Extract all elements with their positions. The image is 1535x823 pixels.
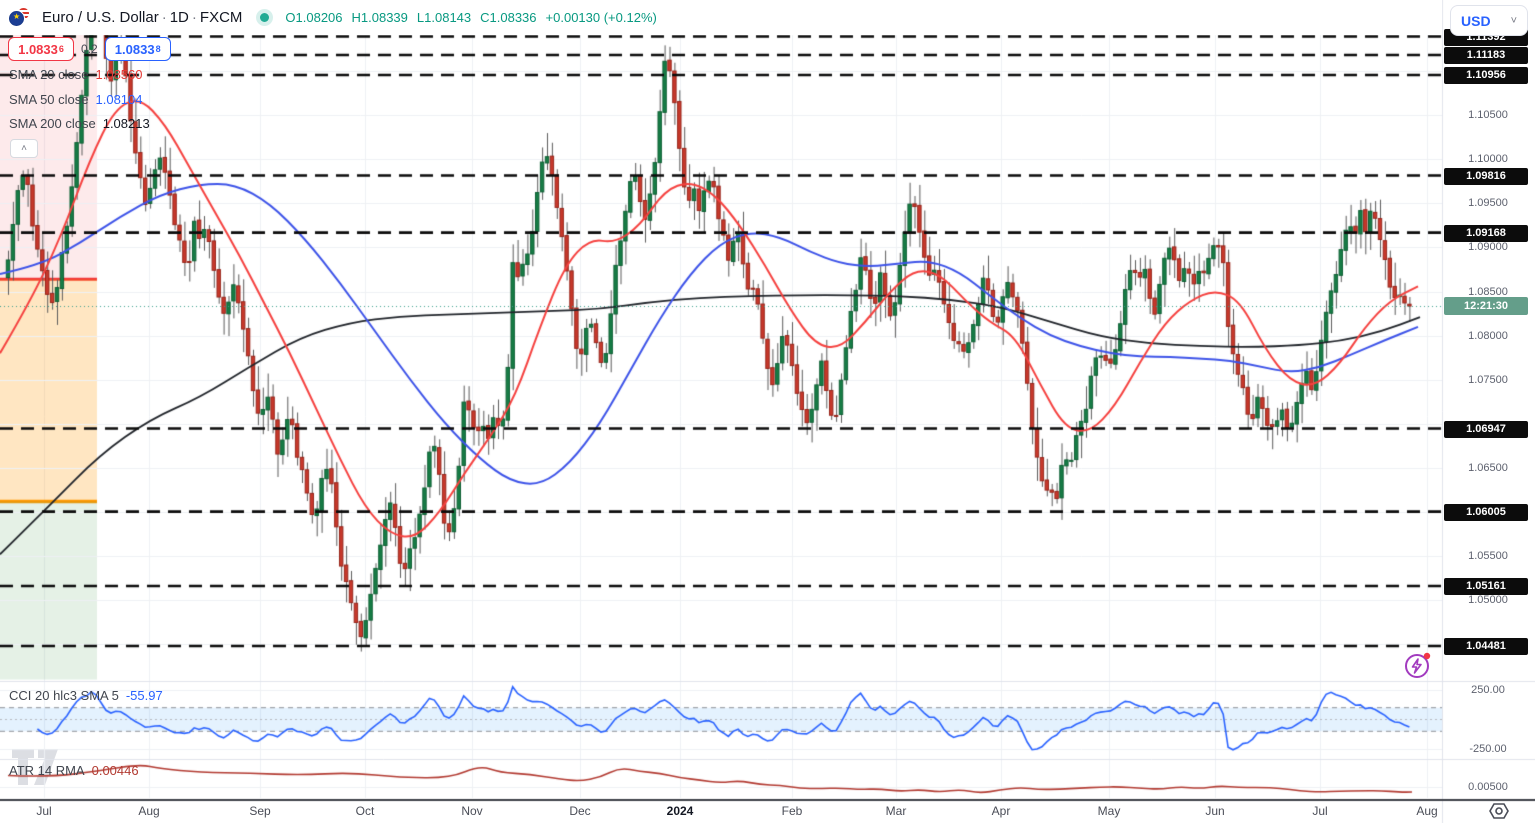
price-tick-label: 1.05000 bbox=[1468, 594, 1508, 606]
notification-dot-icon bbox=[1423, 652, 1431, 660]
level-price-label: 1.09168 bbox=[1444, 225, 1528, 242]
exchange-label: FXCM bbox=[199, 9, 243, 26]
level-price-label: 1.09816 bbox=[1444, 168, 1528, 185]
chevron-down-icon: ˅ bbox=[1510, 14, 1517, 27]
price-tick-label: 1.07500 bbox=[1468, 374, 1508, 386]
month-label: Feb bbox=[781, 804, 803, 818]
cci-tick-label: -250.00 bbox=[1469, 743, 1507, 755]
eurusd-flag-icon bbox=[8, 6, 32, 29]
price-tick-label: 1.09500 bbox=[1468, 197, 1508, 209]
currency-dropdown[interactable]: USD ˅ bbox=[1450, 5, 1528, 36]
level-price-label: 1.05161 bbox=[1444, 578, 1528, 595]
price-tick-label: 1.08000 bbox=[1468, 330, 1508, 342]
sma20-value: 1.08560 bbox=[95, 67, 143, 82]
price-tick-label: 1.08500 bbox=[1468, 286, 1508, 298]
ask-price-box[interactable]: 1.0833 8 bbox=[104, 37, 171, 61]
price-tick-label: 1.09000 bbox=[1468, 241, 1508, 253]
level-price-label: 1.06947 bbox=[1444, 421, 1528, 438]
atr-tick-label: 0.00500 bbox=[1468, 781, 1508, 793]
level-price-label: 1.04481 bbox=[1444, 638, 1528, 655]
level-price-label: 1.10956 bbox=[1444, 67, 1528, 84]
bid-price-box[interactable]: 1.0833 6 bbox=[8, 37, 74, 61]
sma200-legend[interactable]: SMA 200 close 1.08213 bbox=[9, 116, 150, 131]
spread-value: 0.2 bbox=[81, 42, 98, 56]
open-value: O1.08206 bbox=[285, 10, 343, 25]
month-label: Aug bbox=[138, 804, 160, 818]
countdown-label: 12:21:30 bbox=[1444, 297, 1528, 315]
high-value: H1.08339 bbox=[351, 10, 408, 25]
atr-value: 0.00446 bbox=[91, 763, 139, 778]
low-value: L1.08143 bbox=[416, 10, 472, 25]
price-tick-label: 1.10500 bbox=[1468, 109, 1508, 121]
level-price-label: 1.11183 bbox=[1444, 47, 1528, 64]
month-label: Nov bbox=[461, 804, 483, 818]
symbol-toolbar[interactable]: Euro / U.S. Dollar·1D·FXCM O1.08206 H1.0… bbox=[0, 0, 1442, 35]
sma50-value: 1.08104 bbox=[95, 92, 143, 107]
close-value: C1.08336 bbox=[480, 10, 537, 25]
market-open-dot-icon bbox=[260, 13, 270, 22]
collapse-legend-button[interactable]: ˄ bbox=[10, 139, 38, 158]
cci-legend[interactable]: CCI 20 hlc3 SMA 5 -55.97 bbox=[9, 688, 163, 703]
boost-lightning-button[interactable] bbox=[1403, 650, 1433, 680]
price-tick-label: 1.10000 bbox=[1468, 153, 1508, 165]
sma20-legend[interactable]: SMA 20 close 1.08560 bbox=[9, 67, 143, 82]
change-value: +0.00130 (+0.12%) bbox=[545, 10, 657, 25]
month-label: Sep bbox=[249, 804, 271, 818]
month-label: Apr bbox=[991, 804, 1011, 818]
cci-value: -55.97 bbox=[125, 688, 163, 703]
month-label: Dec bbox=[569, 804, 591, 818]
month-label: 2024 bbox=[666, 804, 694, 818]
ohlc-readout: O1.08206 H1.08339 L1.08143 C1.08336 +0.0… bbox=[285, 10, 656, 25]
symbol-title[interactable]: Euro / U.S. Dollar · 1D · FXCM bbox=[42, 9, 243, 26]
month-label: Mar bbox=[885, 804, 907, 818]
month-label: Aug bbox=[1416, 804, 1438, 818]
month-label: Jul bbox=[36, 804, 52, 818]
month-label: May bbox=[1097, 804, 1121, 818]
sma50-legend[interactable]: SMA 50 close 1.08104 bbox=[9, 92, 143, 107]
axis-settings-button[interactable] bbox=[1487, 801, 1511, 821]
interval-label: 1D bbox=[169, 9, 189, 26]
chevron-up-icon: ˄ bbox=[21, 143, 27, 154]
month-label: Jul bbox=[1312, 804, 1328, 818]
price-tick-label: 1.06500 bbox=[1468, 462, 1508, 474]
sma200-value: 1.08213 bbox=[102, 116, 150, 131]
bid-ask-row: 1.0833 6 0.2 1.0833 8 bbox=[8, 37, 171, 61]
month-label: Oct bbox=[355, 804, 375, 818]
level-price-label: 1.06005 bbox=[1444, 504, 1528, 521]
cci-tick-label: 250.00 bbox=[1471, 684, 1505, 696]
month-label: Jun bbox=[1205, 804, 1225, 818]
price-tick-label: 1.05500 bbox=[1468, 550, 1508, 562]
atr-legend[interactable]: ATR 14 RMA 0.00446 bbox=[9, 763, 139, 778]
